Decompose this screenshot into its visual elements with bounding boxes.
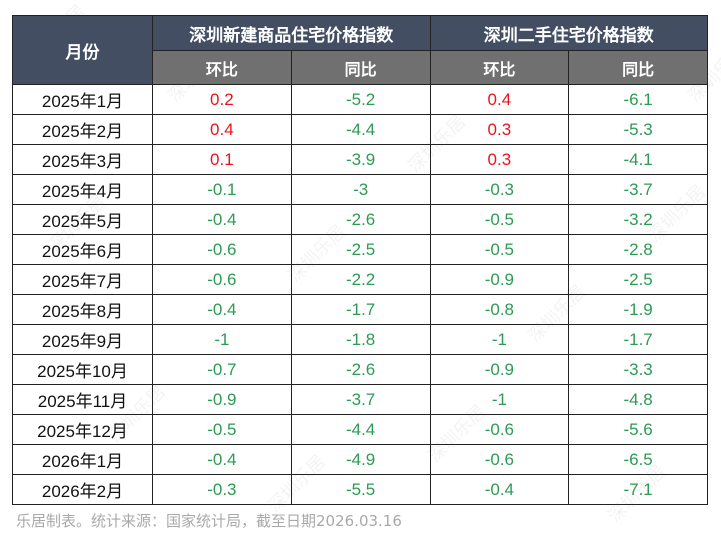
cell-new-mom: -0.4 [152, 444, 292, 475]
cell-used-yoy: -5.6 [568, 414, 708, 445]
cell-new-mom: 0.4 [152, 114, 292, 145]
cell-used-yoy: -7.1 [568, 474, 708, 505]
header-new-yoy: 同比 [290, 50, 431, 85]
cell-used-mom: -0.3 [429, 174, 570, 205]
cell-new-yoy: -4.4 [290, 114, 431, 145]
cell-month: 2025年6月 [12, 234, 153, 265]
table-row: 2025年7月 -0.6 -2.2 -0.9 -2.5 [12, 264, 708, 295]
cell-new-mom: -0.1 [152, 174, 292, 205]
header-new-mom: 环比 [152, 50, 292, 85]
cell-used-yoy: -3.2 [568, 204, 708, 235]
cell-month: 2025年4月 [12, 174, 153, 205]
cell-used-yoy: -4.8 [568, 384, 708, 415]
cell-month: 2025年7月 [12, 264, 153, 295]
cell-used-mom: 0.4 [429, 84, 570, 115]
cell-used-mom: -0.6 [429, 414, 570, 445]
cell-month: 2025年2月 [12, 114, 153, 145]
cell-month: 2025年5月 [12, 204, 153, 235]
cell-new-mom: 0.2 [152, 84, 292, 115]
cell-used-yoy: -5.3 [568, 114, 708, 145]
table-row: 2025年6月 -0.6 -2.5 -0.5 -2.8 [12, 234, 708, 265]
cell-used-mom: -1 [429, 384, 570, 415]
cell-new-mom: -0.7 [152, 354, 292, 385]
cell-used-mom: -0.4 [429, 474, 570, 505]
cell-new-yoy: -3.9 [290, 144, 431, 175]
cell-used-yoy: -1.9 [568, 294, 708, 325]
cell-new-yoy: -2.2 [290, 264, 431, 295]
cell-new-yoy: -2.6 [290, 354, 431, 385]
cell-used-mom: 0.3 [429, 114, 570, 145]
cell-used-mom: 0.3 [429, 144, 570, 175]
cell-month: 2025年9月 [12, 324, 153, 355]
cell-new-yoy: -5.5 [290, 474, 431, 505]
table-row: 2026年1月 -0.4 -4.9 -0.6 -6.5 [12, 444, 708, 475]
header-new-homes: 深圳新建商品住宅价格指数 [152, 15, 431, 51]
cell-new-mom: -0.4 [152, 294, 292, 325]
cell-used-mom: -0.5 [429, 234, 570, 265]
table-row: 2025年12月 -0.5 -4.4 -0.6 -5.6 [12, 414, 708, 445]
cell-used-mom: -0.6 [429, 444, 570, 475]
header-month: 月份 [12, 15, 153, 85]
cell-used-mom: -0.9 [429, 264, 570, 295]
table-row: 2025年2月 0.4 -4.4 0.3 -5.3 [12, 114, 708, 145]
cell-used-yoy: -6.5 [568, 444, 708, 475]
cell-new-mom: -0.6 [152, 264, 292, 295]
cell-used-yoy: -6.1 [568, 84, 708, 115]
cell-month: 2025年12月 [12, 414, 153, 445]
table-body: 2025年1月 0.2 -5.2 0.4 -6.1 2025年2月 0.4 -4.4 0.3 -5… [12, 84, 708, 505]
table-row: 2025年5月 -0.4 -2.6 -0.5 -3.2 [12, 204, 708, 235]
cell-new-yoy: -3.7 [290, 384, 431, 415]
cell-used-mom: -0.5 [429, 204, 570, 235]
cell-used-yoy: -4.1 [568, 144, 708, 175]
table-row: 2025年4月 -0.1 -3 -0.3 -3.7 [12, 174, 708, 205]
cell-month: 2026年1月 [12, 444, 153, 475]
cell-month: 2025年8月 [12, 294, 153, 325]
table-row: 2025年11月 -0.9 -3.7 -1 -4.8 [12, 384, 708, 415]
cell-new-yoy: -4.4 [290, 414, 431, 445]
cell-new-yoy: -3 [290, 174, 431, 205]
cell-used-mom: -0.8 [429, 294, 570, 325]
cell-new-mom: 0.1 [152, 144, 292, 175]
cell-new-mom: -1 [152, 324, 292, 355]
header-used-homes: 深圳二手住宅价格指数 [429, 15, 708, 51]
cell-month: 2025年11月 [12, 384, 153, 415]
cell-used-yoy: -3.3 [568, 354, 708, 385]
cell-month: 2025年10月 [12, 354, 153, 385]
cell-used-yoy: -1.7 [568, 324, 708, 355]
table-row: 2025年1月 0.2 -5.2 0.4 -6.1 [12, 84, 708, 115]
cell-month: 2025年3月 [12, 144, 153, 175]
cell-new-mom: -0.4 [152, 204, 292, 235]
cell-new-mom: -0.3 [152, 474, 292, 505]
cell-month: 2026年2月 [12, 474, 153, 505]
cell-new-yoy: -2.5 [290, 234, 431, 265]
table-row: 2025年10月 -0.7 -2.6 -0.9 -3.3 [12, 354, 708, 385]
header-used-yoy: 同比 [568, 50, 708, 85]
cell-month: 2025年1月 [12, 84, 153, 115]
cell-used-yoy: -3.7 [568, 174, 708, 205]
cell-new-yoy: -5.2 [290, 84, 431, 115]
cell-new-yoy: -1.7 [290, 294, 431, 325]
cell-used-yoy: -2.5 [568, 264, 708, 295]
cell-new-yoy: -4.9 [290, 444, 431, 475]
table-row: 2025年3月 0.1 -3.9 0.3 -4.1 [12, 144, 708, 175]
cell-used-mom: -1 [429, 324, 570, 355]
cell-new-yoy: -1.8 [290, 324, 431, 355]
table-row: 2025年9月 -1 -1.8 -1 -1.7 [12, 324, 708, 355]
cell-new-mom: -0.6 [152, 234, 292, 265]
price-index-table: 月份 深圳新建商品住宅价格指数 深圳二手住宅价格指数 环比 同比 环比 同比 2… [12, 15, 708, 505]
header-used-mom: 环比 [429, 50, 570, 85]
cell-new-mom: -0.5 [152, 414, 292, 445]
cell-new-yoy: -2.6 [290, 204, 431, 235]
source-note: 乐居制表。统计来源：国家统计局，截至日期2026.03.16 [16, 512, 402, 530]
cell-new-mom: -0.9 [152, 384, 292, 415]
cell-used-yoy: -2.8 [568, 234, 708, 265]
table-row: 2025年8月 -0.4 -1.7 -0.8 -1.9 [12, 294, 708, 325]
table-row: 2026年2月 -0.3 -5.5 -0.4 -7.1 [12, 474, 708, 505]
cell-used-mom: -0.9 [429, 354, 570, 385]
